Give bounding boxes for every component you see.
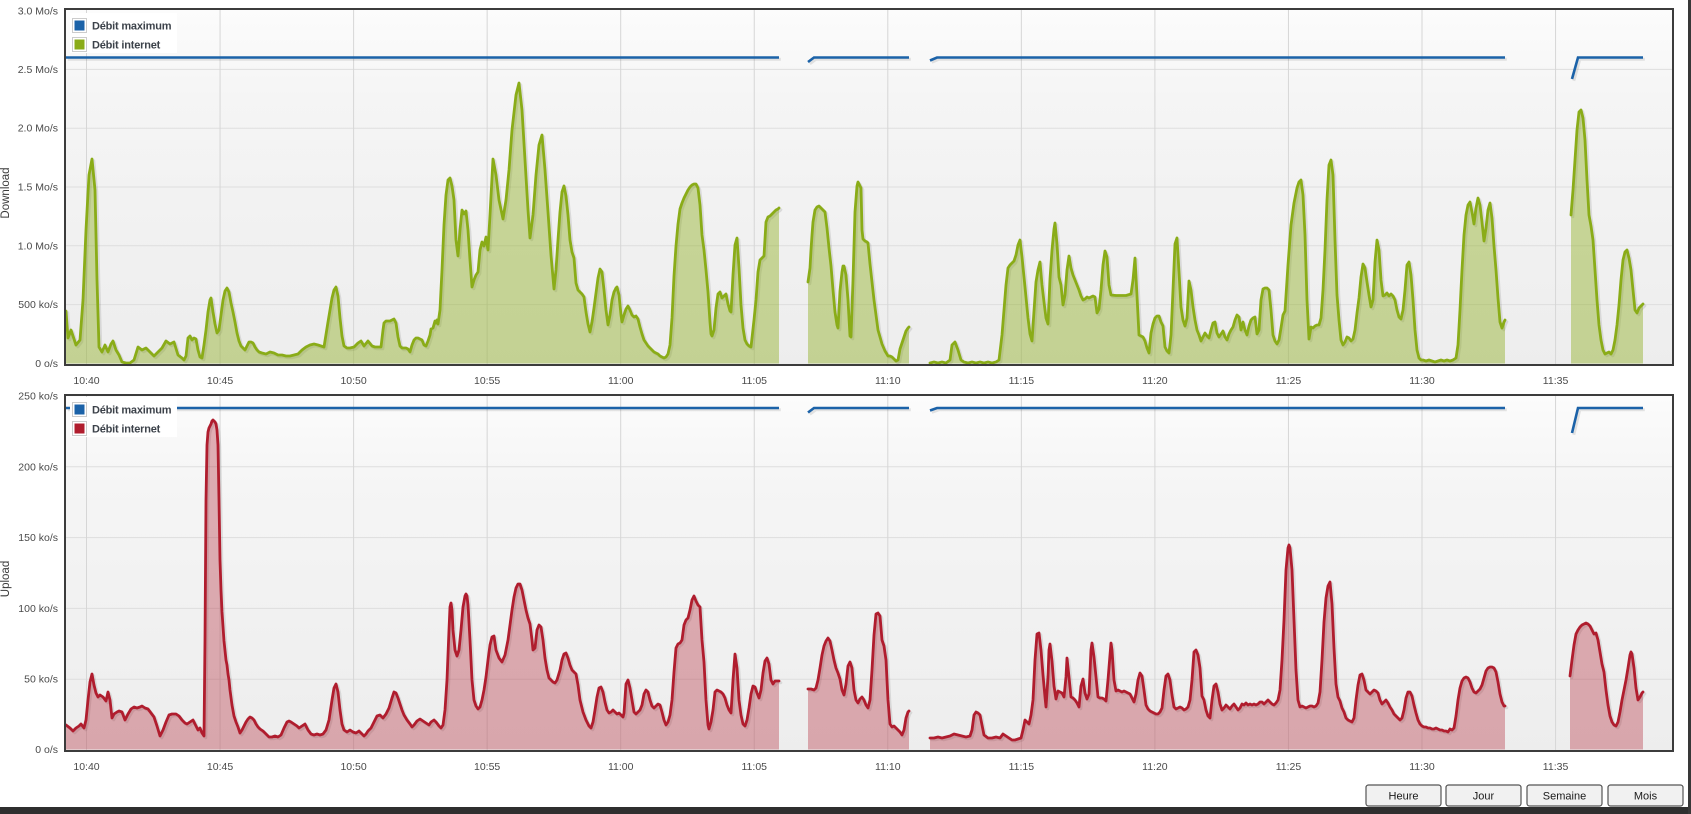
svg-text:11:25: 11:25	[1276, 761, 1302, 773]
svg-text:11:35: 11:35	[1543, 375, 1569, 387]
svg-text:11:00: 11:00	[608, 375, 634, 387]
svg-text:2.5 Mo/s: 2.5 Mo/s	[18, 64, 58, 76]
svg-text:Débit internet: Débit internet	[92, 424, 161, 436]
svg-text:2.0 Mo/s: 2.0 Mo/s	[18, 123, 58, 135]
svg-text:0 o/s: 0 o/s	[35, 358, 58, 370]
svg-text:Heure: Heure	[1389, 791, 1419, 803]
svg-text:Mois: Mois	[1634, 791, 1658, 803]
svg-text:10:55: 10:55	[474, 761, 500, 773]
svg-text:Débit internet: Débit internet	[92, 40, 161, 52]
svg-text:11:10: 11:10	[875, 375, 901, 387]
svg-text:10:45: 10:45	[207, 761, 233, 773]
svg-text:11:35: 11:35	[1543, 761, 1569, 773]
svg-text:Download: Download	[0, 167, 12, 218]
svg-text:11:10: 11:10	[875, 761, 901, 773]
svg-text:100 ko/s: 100 ko/s	[18, 603, 58, 615]
svg-text:Jour: Jour	[1473, 791, 1495, 803]
svg-text:11:15: 11:15	[1009, 761, 1035, 773]
svg-text:11:20: 11:20	[1142, 761, 1168, 773]
svg-text:11:30: 11:30	[1409, 375, 1435, 387]
svg-text:200 ko/s: 200 ko/s	[18, 461, 58, 473]
svg-text:10:40: 10:40	[73, 375, 99, 387]
svg-text:3.0 Mo/s: 3.0 Mo/s	[18, 6, 58, 18]
svg-text:11:05: 11:05	[742, 761, 768, 773]
svg-text:250 ko/s: 250 ko/s	[18, 391, 58, 403]
svg-text:1.5 Mo/s: 1.5 Mo/s	[18, 182, 58, 194]
svg-text:1.0 Mo/s: 1.0 Mo/s	[18, 240, 58, 252]
svg-text:11:00: 11:00	[608, 761, 634, 773]
svg-text:150 ko/s: 150 ko/s	[18, 532, 58, 544]
svg-text:50 ko/s: 50 ko/s	[24, 674, 58, 686]
svg-text:Upload: Upload	[0, 561, 12, 597]
svg-text:500 ko/s: 500 ko/s	[18, 299, 58, 311]
svg-text:10:50: 10:50	[340, 761, 366, 773]
svg-text:10:45: 10:45	[207, 375, 233, 387]
svg-text:10:55: 10:55	[474, 375, 500, 387]
svg-text:Semaine: Semaine	[1543, 791, 1586, 803]
svg-text:11:25: 11:25	[1276, 375, 1302, 387]
svg-text:Débit maximum: Débit maximum	[92, 21, 172, 33]
svg-text:10:40: 10:40	[73, 761, 99, 773]
svg-text:11:30: 11:30	[1409, 761, 1435, 773]
svg-text:11:20: 11:20	[1142, 375, 1168, 387]
svg-text:0 o/s: 0 o/s	[35, 744, 58, 756]
svg-text:11:15: 11:15	[1009, 375, 1035, 387]
svg-text:11:05: 11:05	[742, 375, 768, 387]
svg-text:10:50: 10:50	[340, 375, 366, 387]
svg-text:Débit maximum: Débit maximum	[92, 405, 172, 417]
